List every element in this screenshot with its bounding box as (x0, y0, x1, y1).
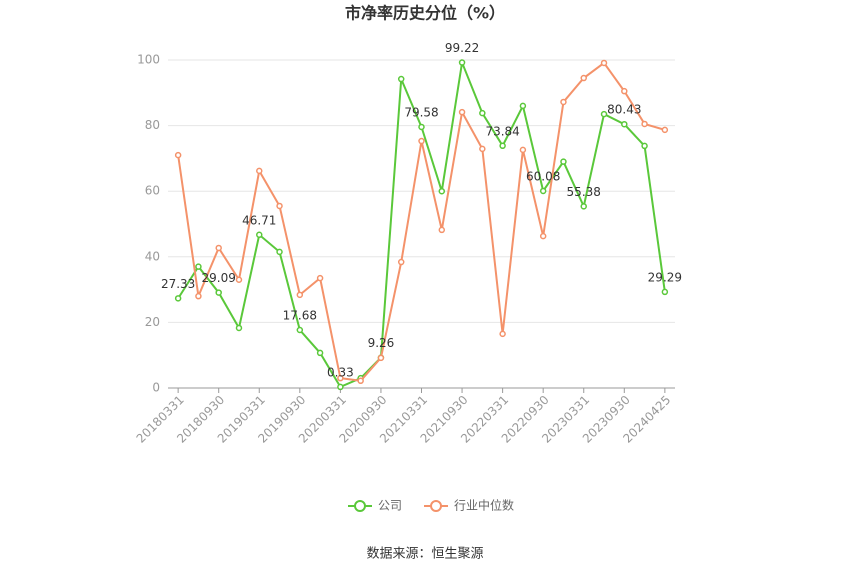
y-tick-label: 60 (145, 184, 160, 198)
point (499, 142, 506, 150)
point (641, 142, 648, 150)
point (661, 126, 669, 134)
data-label: 55.38 (567, 185, 601, 199)
point (560, 98, 567, 106)
point (600, 110, 608, 118)
point (519, 102, 527, 110)
point (316, 349, 324, 357)
point (397, 258, 405, 266)
point (560, 158, 567, 165)
point (539, 187, 547, 195)
point (458, 108, 466, 116)
point (296, 326, 304, 334)
point (215, 244, 222, 252)
point (458, 59, 466, 66)
point (621, 87, 628, 95)
legend-marker (354, 500, 366, 512)
point (235, 324, 243, 332)
point (580, 74, 587, 82)
point (600, 59, 608, 67)
point (357, 377, 364, 385)
point (195, 292, 202, 300)
source-note: 数据来源：恒生聚源 (366, 547, 483, 562)
point (215, 289, 222, 296)
data-label: 73.84 (485, 124, 519, 138)
point (479, 145, 486, 153)
point (641, 120, 648, 128)
point (438, 187, 446, 195)
point (438, 226, 446, 234)
y-tick-label: 0 (152, 381, 160, 395)
legend-marker (430, 500, 443, 512)
point (337, 374, 344, 382)
data-label: 17.68 (283, 309, 317, 323)
data-label: 99.22 (445, 41, 479, 55)
data-label: 60.08 (526, 169, 560, 183)
point (235, 276, 243, 284)
y-tick-label: 40 (145, 249, 160, 263)
point (256, 231, 263, 239)
point (276, 202, 283, 210)
point (174, 151, 182, 159)
point (276, 248, 283, 256)
y-tick-label: 20 (145, 315, 160, 329)
point (519, 146, 527, 154)
chart-title: 市净率历史分位（%） (345, 4, 505, 23)
data-label: 29.29 (648, 270, 682, 284)
point (418, 123, 425, 131)
y-tick-label: 100 (137, 53, 160, 67)
point (377, 354, 385, 362)
point (256, 167, 263, 175)
data-label: 27.33 (161, 277, 195, 291)
data-label: 79.58 (404, 105, 438, 119)
point (418, 137, 425, 145)
point (337, 383, 344, 391)
point (621, 120, 628, 128)
legend-label: 公司 (378, 499, 402, 513)
point (539, 232, 547, 240)
point (174, 295, 182, 302)
point (296, 291, 304, 299)
data-label: 29.09 (202, 271, 236, 285)
data-label: 46.71 (242, 213, 276, 227)
point (316, 274, 324, 282)
point (195, 263, 202, 270)
data-label: 9.26 (368, 336, 395, 350)
point (479, 109, 486, 117)
point (580, 203, 587, 210)
point (397, 75, 405, 83)
y-tick-label: 80 (145, 118, 160, 132)
data-label: 0.33 (327, 365, 354, 379)
data-label: 80.43 (607, 103, 641, 117)
legend-label: 行业中位数 (454, 498, 514, 513)
point (661, 288, 669, 296)
point (499, 330, 506, 338)
